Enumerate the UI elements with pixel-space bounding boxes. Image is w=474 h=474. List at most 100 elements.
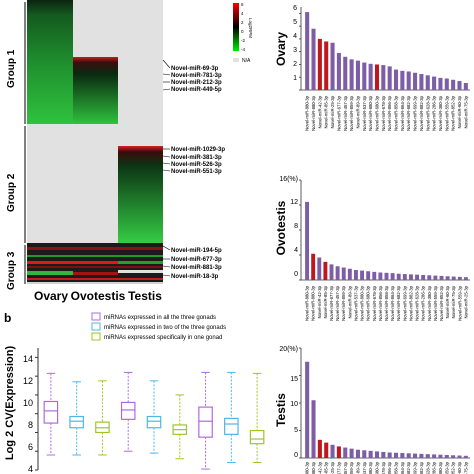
bar: [406, 453, 411, 458]
column-label-testis: Testis: [128, 289, 162, 303]
bar-category-label: Novel-miR-856-3p: [378, 285, 383, 320]
box-body: [69, 415, 84, 429]
bar-category-label: Novel-miR-380-3p: [438, 95, 443, 130]
bar-category-label: Novel-miR-85-3p: [324, 95, 329, 128]
legend-tick: 2: [241, 20, 244, 25]
legend-tick: 0: [241, 29, 244, 34]
bar: [419, 453, 424, 458]
bar-category-label: Novel-miR-42-3p: [317, 95, 322, 128]
row-label: Novel-miR-18-3p: [171, 274, 219, 280]
bar-category-label: Novel-miR-628-3p: [415, 285, 420, 320]
bar-category-label: Novel-miR-880-3p: [305, 95, 310, 130]
legend-swatch-all: [91, 312, 101, 321]
bar: [387, 452, 392, 458]
bar: [444, 78, 449, 90]
bar-category-label: Novel-miR-680-3p: [374, 461, 379, 474]
bar: [439, 275, 444, 280]
bar-category-label: Novel-miR-75-3p: [451, 285, 456, 318]
bar: [335, 266, 340, 280]
box: [224, 371, 239, 463]
group-label-3: Group 3: [6, 251, 17, 290]
bar: [445, 276, 450, 280]
bar: [330, 42, 335, 90]
bar: [390, 273, 395, 280]
bar-category-label: Novel-miR-678-3p: [381, 95, 386, 130]
bar: [406, 71, 411, 90]
bar-category-label: Novel-miR-856-3p: [387, 461, 392, 474]
row-label: Novel-miR-381-3p: [171, 155, 222, 161]
box-y-tick: 6: [28, 442, 33, 452]
bar: [343, 447, 348, 458]
bar: [343, 56, 348, 90]
bar-y-tick: 0: [294, 452, 298, 459]
bar-category-label: Novel-miR-882-3p: [419, 95, 424, 130]
bar: [349, 59, 354, 90]
bar: [381, 451, 386, 458]
bar: [368, 450, 373, 458]
legend-na-label: N/A: [242, 58, 251, 64]
bar-y-tick: 1: [293, 75, 297, 82]
box-y-tick: 10: [23, 398, 33, 408]
bar: [451, 79, 456, 90]
bar: [330, 444, 335, 458]
bar-y-tick: 0: [294, 271, 298, 278]
bar-category-label: Novel-miR-89-3p: [347, 285, 352, 318]
bar-category-label: Novel-miR-677-3p: [336, 95, 341, 130]
bar: [463, 277, 468, 280]
legend-item-two: miRNAs expressed in two of the three gon…: [104, 325, 226, 331]
bar: [372, 271, 377, 280]
bar: [374, 64, 380, 90]
bar-category-label: Novel-miR-25-3p: [330, 95, 335, 128]
bar-category-label: Novel-miR-699-3p: [402, 285, 407, 320]
bar-y-tick: 8: [294, 223, 298, 230]
bar-category-label: Novel-miR-380-3p: [438, 461, 443, 474]
box: [95, 380, 110, 456]
bar-y-tick: 4: [294, 247, 298, 254]
bar-panel-ovary: Ovary 6 5 4 3 2 1 Novel-miR-880-3p Novel-…: [274, 5, 470, 131]
bar-category-label: Novel-miR-852-3p: [451, 461, 456, 474]
bar-y-tick: 10: [290, 401, 298, 408]
row-label: Novel-miR-212-3p: [171, 80, 222, 86]
bar-y-tick: 5: [293, 19, 297, 26]
bar: [463, 82, 468, 90]
box-y-tick: 4: [28, 464, 33, 474]
bar-area-ovary: Novel-miR-880-3p Novel-miR-880-3p Novel-mi…: [299, 7, 470, 131]
bar: [311, 400, 316, 458]
bar: [444, 454, 449, 458]
bar: [419, 74, 424, 90]
bar-category-label: Novel-miR-858-3p: [394, 461, 399, 474]
bar: [378, 272, 383, 280]
box-y-tick: 12: [23, 376, 33, 386]
row-label: Novel-miR-526-3p: [171, 162, 222, 168]
bar-category-label: Novel-miR-628-3p: [425, 95, 430, 130]
bar-category-label: Novel-miR-457-3p: [343, 95, 348, 130]
bar-category-label: Novel-miR-75-3p: [463, 95, 468, 128]
bar: [393, 452, 399, 458]
bar: [305, 12, 310, 90]
bar: [451, 455, 456, 458]
bar-area-testis: Novel-miR-880-3pNovel-miR-880-3pNovel-mi…: [299, 347, 470, 474]
bar-category-label: Novel-miR-856-3p: [387, 95, 392, 130]
bar-category-label: Novel-miR-880-3p: [311, 95, 316, 130]
row-label: Novel-miR-449-5p: [171, 87, 222, 93]
bar: [463, 455, 468, 458]
bar: [393, 69, 399, 90]
bar-category-label: Novel-miR-852-3p: [439, 285, 444, 320]
bar-y-tick: 3: [293, 47, 297, 54]
box: [43, 372, 59, 456]
bar: [353, 270, 358, 280]
bar: [368, 63, 373, 90]
bar: [311, 28, 316, 90]
bar-category-label: Novel-miR-880-3p: [311, 461, 316, 474]
bar-category-label: Novel-miR-559-3p: [457, 285, 462, 320]
panel-b-label: b: [4, 311, 11, 325]
bar-category-label: Novel-miR-25-3p: [463, 285, 468, 318]
bar-category-label: Novel-miR-864-3p: [390, 285, 395, 320]
bar-panel-title-ovotestis: Ovotestis: [274, 200, 288, 255]
legend-na-swatch: [233, 58, 239, 62]
bar-category-label: Novel-miR-682-3p: [406, 461, 411, 474]
legend-item-all: miRNAs expressed in all the three gonads: [104, 315, 216, 321]
bar-category-label: Novel-miR-85-3p: [323, 285, 328, 318]
bar: [396, 273, 401, 280]
